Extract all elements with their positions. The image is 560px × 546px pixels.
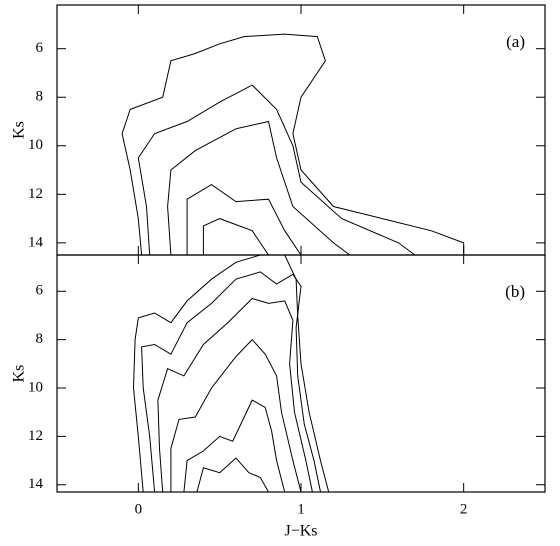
x-tick-label: 0 [135, 501, 143, 517]
panel-label: (a) [506, 32, 525, 51]
y-tick-label: 8 [36, 89, 44, 105]
y-tick-label: 6 [36, 283, 44, 299]
y-tick-label: 10 [28, 137, 43, 153]
contour-line [167, 120, 351, 255]
y-tick-label: 12 [28, 428, 43, 444]
y-tick-label: 10 [28, 379, 43, 395]
x-tick-label: 2 [460, 501, 468, 517]
x-tick-label: 1 [297, 501, 305, 517]
plot-area [132, 255, 330, 492]
contour-line [141, 271, 321, 492]
x-axis-label: J−Ks [284, 523, 317, 540]
contour-line [183, 399, 286, 492]
plot-area [121, 33, 465, 255]
y-tick-label: 12 [28, 186, 43, 202]
y-axis-label: Ks [11, 365, 28, 383]
contour-line [137, 84, 416, 255]
y-tick-label: 6 [36, 40, 44, 56]
contour-line [157, 297, 313, 492]
contour-line [170, 338, 302, 492]
y-tick-label: 14 [28, 234, 44, 250]
frame [56, 4, 546, 256]
y-axis-label: Ks [11, 121, 28, 139]
y-tick-label: 8 [36, 331, 44, 347]
y-tick-label: 14 [28, 476, 44, 492]
contour-line [202, 218, 269, 255]
contour-line [196, 457, 269, 492]
contour-line [121, 33, 465, 255]
contour-line [186, 184, 302, 255]
contour-line [132, 255, 330, 492]
panel-label: (b) [505, 282, 525, 301]
